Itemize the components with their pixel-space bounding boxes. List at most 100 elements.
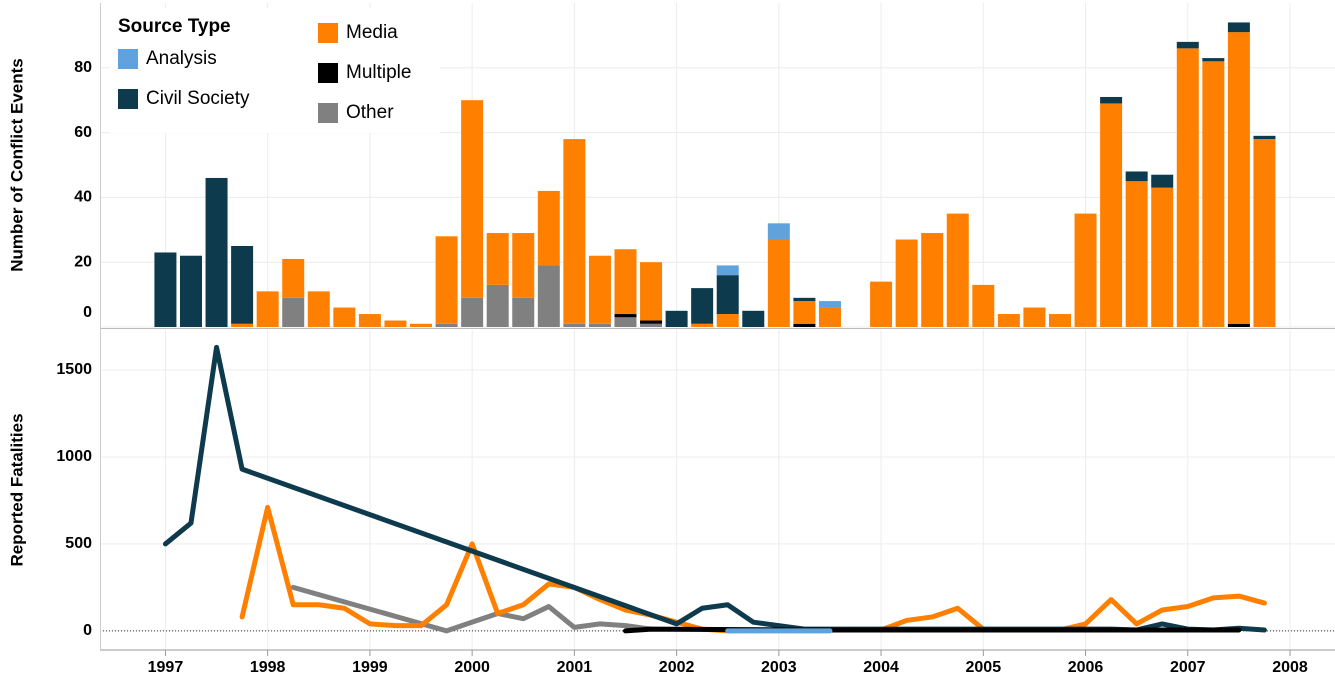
x-tick-label: 2004	[863, 659, 899, 676]
x-tick-label: 2005	[966, 659, 1002, 676]
bar-segment	[640, 320, 663, 324]
bar-segment	[1253, 135, 1276, 140]
line	[162, 344, 1267, 633]
legend-background	[110, 8, 440, 133]
bar-segment	[1074, 213, 1097, 327]
bar-segment	[640, 323, 663, 327]
legend-swatch	[318, 23, 338, 43]
bar-segment	[665, 310, 688, 327]
bar-segment	[716, 265, 739, 276]
bar-segment	[1227, 32, 1250, 324]
legend-swatch	[318, 103, 338, 123]
legend-label: Multiple	[346, 62, 411, 83]
legend-label: Civil Society	[146, 88, 250, 109]
bar-segment	[793, 301, 816, 324]
x-tick-label: 2002	[659, 659, 695, 676]
bar-segment	[997, 314, 1020, 327]
legend-swatch	[118, 49, 138, 69]
y-tick-label: 0	[83, 304, 92, 321]
bar-segment	[205, 177, 228, 327]
bar-segment	[870, 281, 893, 327]
x-tick-label: 2006	[1068, 659, 1104, 676]
bar-segment	[435, 236, 458, 324]
bar-segment	[179, 255, 202, 327]
bar-segment	[512, 297, 535, 327]
bar-segment	[716, 275, 739, 315]
bar-segment	[1023, 307, 1046, 327]
bar-segment	[972, 284, 995, 327]
y-axis-title: Reported Fatalities	[7, 413, 26, 566]
bar-segment	[512, 233, 535, 298]
bar-segment	[1227, 22, 1250, 33]
bar-segment	[1176, 48, 1199, 328]
bar-segment	[716, 314, 739, 327]
legend-label: Media	[346, 22, 398, 43]
x-tick-label: 2008	[1272, 659, 1308, 676]
bar-segment	[1125, 171, 1148, 182]
x-tick-label: 1997	[148, 659, 184, 676]
bar-segment	[793, 323, 816, 327]
bar-segment	[1125, 181, 1148, 327]
bar-segment	[767, 239, 790, 327]
bar-segment	[1176, 41, 1199, 49]
bar-segment	[358, 314, 381, 327]
legend-title: Source Type	[118, 16, 231, 37]
x-tick-label: 1999	[352, 659, 388, 676]
line	[622, 626, 1242, 634]
bar-segment	[742, 310, 765, 327]
bar-segment	[333, 307, 356, 327]
bar-segment	[1100, 96, 1123, 104]
bar-segment	[1048, 314, 1071, 327]
bar-segment	[384, 320, 407, 327]
bar-segment	[588, 255, 611, 324]
bar-segment	[640, 262, 663, 321]
bar-segment	[282, 297, 305, 327]
bar-segment	[537, 190, 560, 266]
bar-segment	[461, 297, 484, 327]
bar-segment	[154, 252, 177, 327]
y-tick-label: 0	[83, 622, 92, 639]
bar-segment	[588, 323, 611, 327]
x-tick-label: 2007	[1170, 659, 1206, 676]
bar-segment	[691, 323, 714, 327]
bar-segment	[307, 291, 330, 327]
bar-segment	[946, 213, 969, 327]
bar-segment	[1100, 103, 1123, 327]
legend-label: Other	[346, 102, 394, 123]
x-tick-label: 2001	[557, 659, 593, 676]
bar-segment	[818, 301, 841, 308]
bar-segment	[614, 317, 637, 327]
bar-segment	[1151, 187, 1174, 327]
bar-segment	[767, 223, 790, 240]
bar-segment	[410, 323, 433, 327]
y-tick-label: 20	[74, 253, 92, 270]
bar-segment	[691, 288, 714, 324]
bar-segment	[231, 323, 254, 327]
bar-segment	[461, 100, 484, 298]
bar-segment	[1253, 139, 1276, 327]
bar-segment	[486, 284, 509, 327]
legend-swatch	[318, 63, 338, 83]
y-tick-label: 500	[65, 535, 92, 552]
bar-segment	[1202, 61, 1225, 327]
bar-segment	[563, 323, 586, 327]
bar-segment	[486, 233, 509, 285]
bar-segment	[282, 258, 305, 298]
bar-segment	[231, 246, 254, 324]
bar-segment	[1227, 323, 1250, 327]
bar-segment	[537, 265, 560, 327]
legend-swatch	[118, 89, 138, 109]
y-axis-title: Number of Conflict Events	[7, 58, 26, 271]
bar-segment	[435, 323, 458, 327]
bar-segment	[793, 297, 816, 302]
bar-segment	[614, 314, 637, 318]
legend-label: Analysis	[146, 48, 217, 69]
bar-segment	[614, 249, 637, 315]
x-tick-label: 2000	[454, 659, 490, 676]
y-tick-label: 40	[74, 189, 92, 206]
bar-segment	[818, 307, 841, 327]
x-tick-label: 1998	[250, 659, 286, 676]
bar-segment	[256, 291, 279, 327]
y-tick-label: 60	[74, 124, 92, 141]
